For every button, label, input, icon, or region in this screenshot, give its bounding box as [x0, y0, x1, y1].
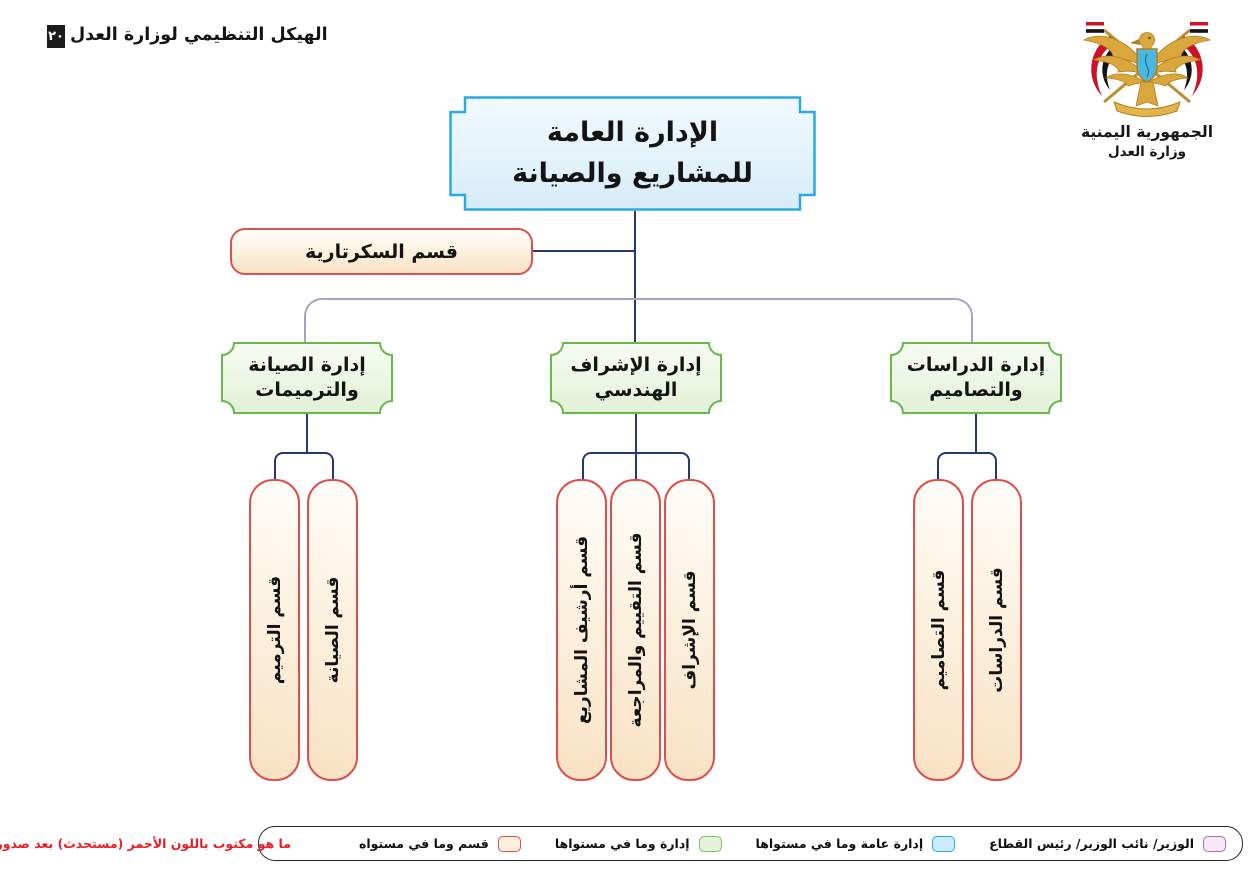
section-label: قسم أرشيف المشاريع [571, 535, 592, 725]
legend-label-minister: الوزير/ نائب الوزير/ رئيس القطاع [989, 836, 1194, 851]
section-label: قسم الإشراف [679, 570, 700, 690]
connector-root-stem [634, 211, 636, 342]
connector-dept-engineering-stem [635, 414, 637, 480]
legend-item-admin: إدارة وما في مستواها [554, 835, 722, 852]
legend-item-minister: الوزير/ نائب الوزير/ رئيس القطاع [989, 835, 1226, 852]
emblem-block: الجمهورية اليمنية وزارة العدل [1072, 14, 1222, 160]
dept-node-frame [550, 342, 722, 414]
section-label: قسم الدراسات [986, 567, 1007, 693]
legend-label-section: قسم وما في مستواه [358, 836, 489, 851]
legend-label-general-admin: إدارة عامة وما في مستواها [755, 836, 924, 851]
section-label: قسم الترميم [264, 575, 285, 685]
legend-red-note: ما هو مكتوب باللون الأحمر (مستحدث) بعد ص… [0, 836, 291, 851]
connector-dept-maintenance-bar [274, 452, 334, 480]
legend-label-admin: إدارة وما في مستواها [554, 836, 690, 851]
dept-label-line1: إدارة الإشراف [570, 354, 702, 377]
legend-swatch-section-icon [497, 835, 521, 852]
legend: الوزير/ نائب الوزير/ رئيس القطاع إدارة ع… [0, 826, 1243, 861]
section-label: قسم التصاميم [928, 569, 949, 691]
connector-departments-bar [304, 298, 973, 342]
section-node-supervision: قسم الإشراف [664, 479, 715, 781]
page-number: ٢٠ [48, 29, 64, 44]
dept-label-line2: الهندسي [594, 379, 678, 401]
dept-node-frame [221, 342, 393, 414]
dept-node-maintenance-restorations: إدارة الصيانة والترميمات [221, 342, 393, 414]
root-node-frame [449, 96, 816, 211]
dept-label-line1: إدارة الدراسات [906, 354, 1046, 377]
legend-swatch-general-admin-icon [932, 835, 956, 852]
section-node-maintenance: قسم الصيانة [307, 479, 358, 781]
section-node-evaluation-review: قسم التقييم والمراجعة [610, 479, 661, 781]
connector-dept-studies-bar [937, 452, 997, 480]
dept-node-studies-designs: إدارة الدراسات والتصاميم [890, 342, 1062, 414]
legend-item-general-admin: إدارة عامة وما في مستواها [755, 835, 956, 852]
connector-secretariat-link [533, 250, 635, 252]
section-label: قسم الصيانة [322, 576, 343, 684]
secretariat-node: قسم السكرتارية [230, 228, 533, 275]
section-label: قسم التقييم والمراجعة [625, 532, 646, 728]
legend-swatch-admin-icon [698, 835, 722, 852]
dept-label-line1: إدارة الصيانة [248, 354, 366, 377]
root-node-line2: للمشاريع والصيانة [512, 157, 753, 189]
section-node-restoration: قسم الترميم [249, 479, 300, 781]
emblem-country-name: الجمهورية اليمنية [1080, 123, 1214, 141]
section-node-studies: قسم الدراسات [971, 479, 1022, 781]
emblem-ministry-name: وزارة العدل [1107, 144, 1187, 160]
page-number-badge: ٢٠ [47, 25, 65, 48]
dept-node-frame [890, 342, 1062, 414]
secretariat-label: قسم السكرتارية [305, 240, 459, 263]
dept-node-engineering-supervision: إدارة الإشراف الهندسي [550, 342, 722, 414]
section-node-designs: قسم التصاميم [913, 479, 964, 781]
legend-swatch-minister-icon [1203, 835, 1226, 852]
connector-dept-studies-stem [975, 414, 977, 452]
dept-label-line2: والتصاميم [929, 379, 1023, 401]
section-node-projects-archive: قسم أرشيف المشاريع [556, 479, 607, 781]
dept-label-line2: والترميمات [255, 379, 359, 401]
connector-dept-engineering-bar [582, 452, 690, 480]
yemen-coat-of-arms-icon [1083, 22, 1211, 117]
root-node-line1: الإدارة العامة [546, 117, 719, 148]
root-node: الإدارة العامة للمشاريع والصيانة [449, 96, 816, 211]
connector-dept-maintenance-stem [306, 414, 308, 452]
page-title: الهيكل التنظيمي لوزارة العدل [70, 25, 328, 45]
legend-item-section: قسم وما في مستواه [358, 835, 521, 852]
